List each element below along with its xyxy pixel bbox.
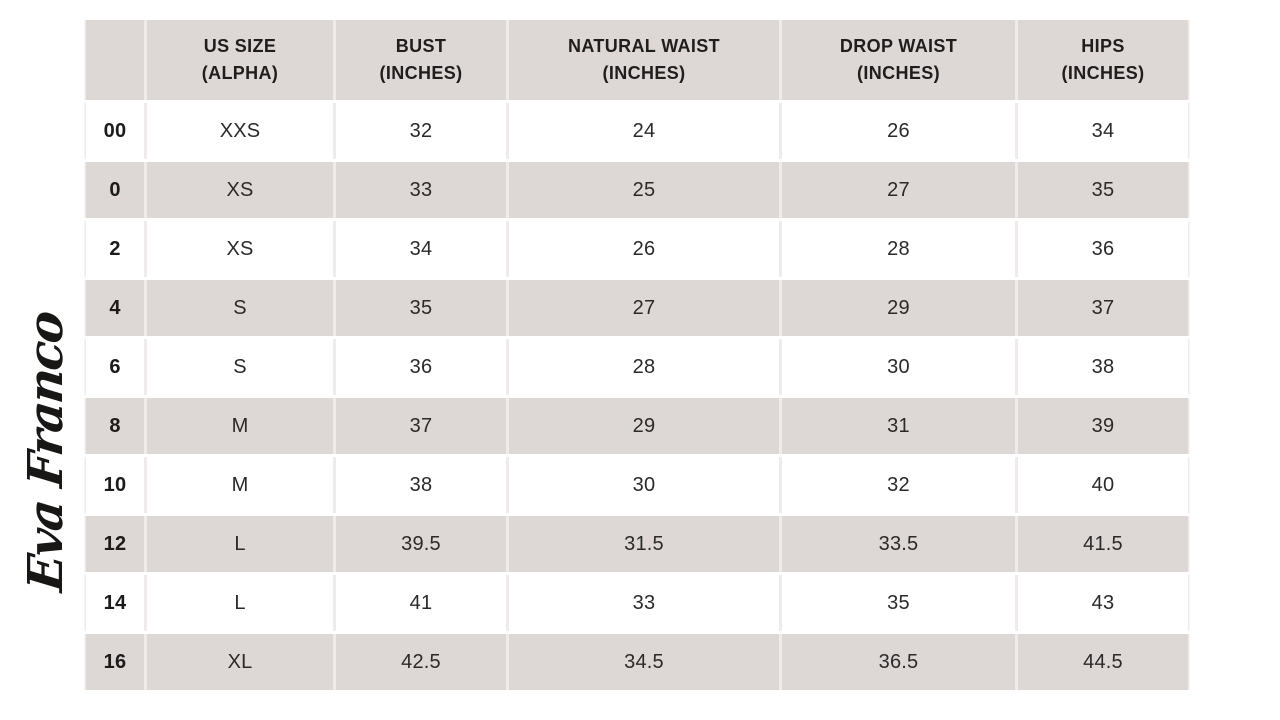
cell-drop-waist: 27 [782,162,1015,218]
col-header-us-size-alpha: US SIZE (ALPHA) [147,20,333,100]
cell-natural-waist: 24 [509,103,779,159]
cell-natural-waist: 27 [509,280,779,336]
size-chart-table: US SIZE (ALPHA) BUST (INCHES) NATURAL WA… [83,17,1191,693]
cell-us-size: 10 [86,457,144,513]
cell-natural-waist: 29 [509,398,779,454]
cell-alpha-size: XL [147,634,333,690]
cell-drop-waist: 31 [782,398,1015,454]
cell-natural-waist: 28 [509,339,779,395]
cell-us-size: 8 [86,398,144,454]
cell-bust: 35 [336,280,506,336]
cell-alpha-size: XS [147,162,333,218]
cell-bust: 38 [336,457,506,513]
cell-us-size: 6 [86,339,144,395]
cell-alpha-size: M [147,398,333,454]
cell-bust: 32 [336,103,506,159]
cell-us-size: 00 [86,103,144,159]
cell-hips: 40 [1018,457,1188,513]
cell-hips: 44.5 [1018,634,1188,690]
table-row-size-6: 6 S 36 28 30 38 [86,339,1188,395]
table-row-size-10: 10 M 38 30 32 40 [86,457,1188,513]
cell-alpha-size: S [147,339,333,395]
header-row: US SIZE (ALPHA) BUST (INCHES) NATURAL WA… [86,20,1188,100]
cell-us-size: 16 [86,634,144,690]
cell-drop-waist: 35 [782,575,1015,631]
brand-logo: Eva Franco [10,278,82,626]
cell-bust: 39.5 [336,516,506,572]
cell-bust: 42.5 [336,634,506,690]
cell-hips: 34 [1018,103,1188,159]
cell-drop-waist: 30 [782,339,1015,395]
cell-alpha-size: S [147,280,333,336]
cell-natural-waist: 34.5 [509,634,779,690]
col-header-hips: HIPS (INCHES) [1018,20,1188,100]
cell-us-size: 0 [86,162,144,218]
brand-logo-text: Eva Franco [18,310,74,594]
size-chart-container: US SIZE (ALPHA) BUST (INCHES) NATURAL WA… [83,17,1191,693]
cell-hips: 43 [1018,575,1188,631]
table-row-size-12: 12 L 39.5 31.5 33.5 41.5 [86,516,1188,572]
cell-natural-waist: 31.5 [509,516,779,572]
corner-header-cell [86,20,144,100]
cell-bust: 37 [336,398,506,454]
cell-hips: 39 [1018,398,1188,454]
cell-drop-waist: 26 [782,103,1015,159]
cell-hips: 38 [1018,339,1188,395]
cell-bust: 33 [336,162,506,218]
cell-alpha-size: XXS [147,103,333,159]
cell-alpha-size: M [147,457,333,513]
col-header-drop-waist: DROP WAIST (INCHES) [782,20,1015,100]
cell-us-size: 4 [86,280,144,336]
cell-bust: 36 [336,339,506,395]
cell-hips: 36 [1018,221,1188,277]
table-row-size-00: 00 XXS 32 24 26 34 [86,103,1188,159]
cell-us-size: 14 [86,575,144,631]
cell-drop-waist: 28 [782,221,1015,277]
cell-drop-waist: 32 [782,457,1015,513]
cell-us-size: 2 [86,221,144,277]
cell-bust: 34 [336,221,506,277]
table-row-size-14: 14 L 41 33 35 43 [86,575,1188,631]
cell-alpha-size: L [147,516,333,572]
cell-hips: 41.5 [1018,516,1188,572]
table-row-size-4: 4 S 35 27 29 37 [86,280,1188,336]
cell-hips: 37 [1018,280,1188,336]
cell-drop-waist: 36.5 [782,634,1015,690]
cell-alpha-size: XS [147,221,333,277]
table-row-size-8: 8 M 37 29 31 39 [86,398,1188,454]
cell-alpha-size: L [147,575,333,631]
cell-natural-waist: 26 [509,221,779,277]
col-header-natural-waist: NATURAL WAIST (INCHES) [509,20,779,100]
cell-hips: 35 [1018,162,1188,218]
table-row-size-16: 16 XL 42.5 34.5 36.5 44.5 [86,634,1188,690]
cell-drop-waist: 29 [782,280,1015,336]
cell-bust: 41 [336,575,506,631]
cell-natural-waist: 33 [509,575,779,631]
cell-us-size: 12 [86,516,144,572]
col-header-bust: BUST (INCHES) [336,20,506,100]
table-row-size-2: 2 XS 34 26 28 36 [86,221,1188,277]
cell-drop-waist: 33.5 [782,516,1015,572]
cell-natural-waist: 25 [509,162,779,218]
cell-natural-waist: 30 [509,457,779,513]
table-row-size-0: 0 XS 33 25 27 35 [86,162,1188,218]
